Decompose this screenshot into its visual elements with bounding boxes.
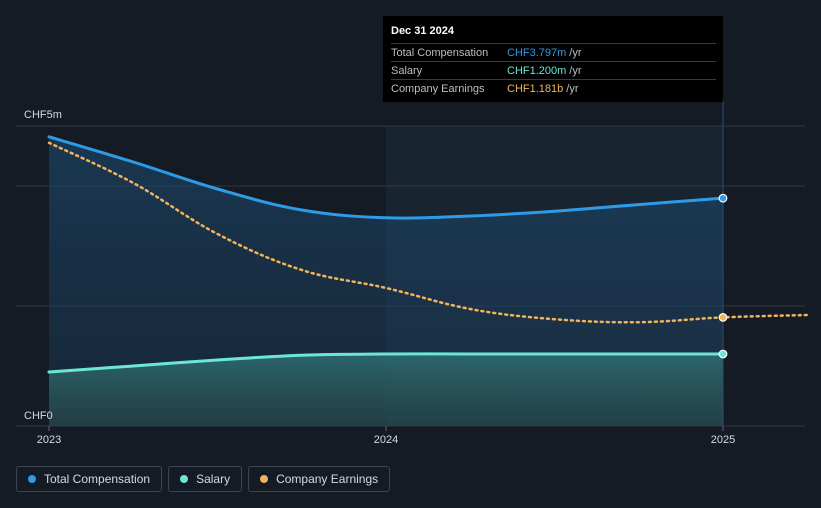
company-earnings-line: [47, 141, 809, 324]
total-compensation-line: [47, 135, 725, 220]
tooltip-date: Dec 31 2024: [391, 25, 454, 37]
company-earnings-marker: [718, 313, 728, 322]
tooltip-unit: /yr: [569, 46, 582, 59]
salary-area: [49, 353, 723, 426]
salary-line: [47, 352, 725, 374]
x-tick-label: 2024: [374, 434, 398, 446]
tooltip-row-company-earnings: Company Earnings CHF1.181b /yr: [391, 79, 716, 97]
y-axis-ticks: CHF5m CHF0: [24, 109, 62, 422]
legend-dot-icon: [180, 475, 189, 483]
salary-marker: [718, 349, 728, 359]
y-tick-label: CHF0: [24, 410, 53, 422]
legend-dot-icon: [260, 475, 269, 483]
tooltip-unit: /yr: [566, 82, 579, 95]
legend-dot-icon: [28, 475, 36, 483]
x-tick-label: 2025: [711, 434, 735, 446]
tooltip-label: Company Earnings: [391, 82, 485, 95]
x-tick-label: 2023: [37, 434, 61, 446]
tooltip-label: Salary: [391, 64, 423, 77]
legend-item-total-compensation[interactable]: Total Compensation: [16, 466, 163, 492]
tooltip-value: CHF1.200m: [507, 64, 567, 77]
legend-item-salary[interactable]: Salary: [168, 466, 243, 492]
total-compensation-marker: [718, 193, 728, 203]
tooltip-row-total-compensation: Total Compensation CHF3.797m /yr: [391, 43, 716, 61]
series-lines: [47, 135, 809, 374]
legend: Total Compensation Salary Company Earnin…: [16, 466, 391, 492]
tooltip: Dec 31 2024 Total Compensation CHF3.797m…: [383, 16, 723, 102]
x-axis-ticks: 2023 2024 2025: [37, 426, 735, 446]
legend-label: Total Compensation: [44, 472, 151, 486]
compensation-chart: CHF5m CHF0 2023 2024 2025: [16, 100, 809, 446]
legend-label: Company Earnings: [276, 472, 379, 486]
tooltip-label: Total Compensation: [391, 46, 489, 59]
legend-item-company-earnings[interactable]: Company Earnings: [248, 466, 391, 492]
tooltip-row-salary: Salary CHF1.200m /yr: [391, 61, 716, 79]
tooltip-value: CHF3.797m: [507, 46, 567, 59]
tooltip-unit: /yr: [569, 64, 582, 77]
tooltip-value: CHF1.181b: [507, 82, 564, 95]
series-markers: [718, 193, 728, 359]
y-tick-label: CHF5m: [24, 109, 62, 121]
legend-label: Salary: [196, 472, 231, 486]
